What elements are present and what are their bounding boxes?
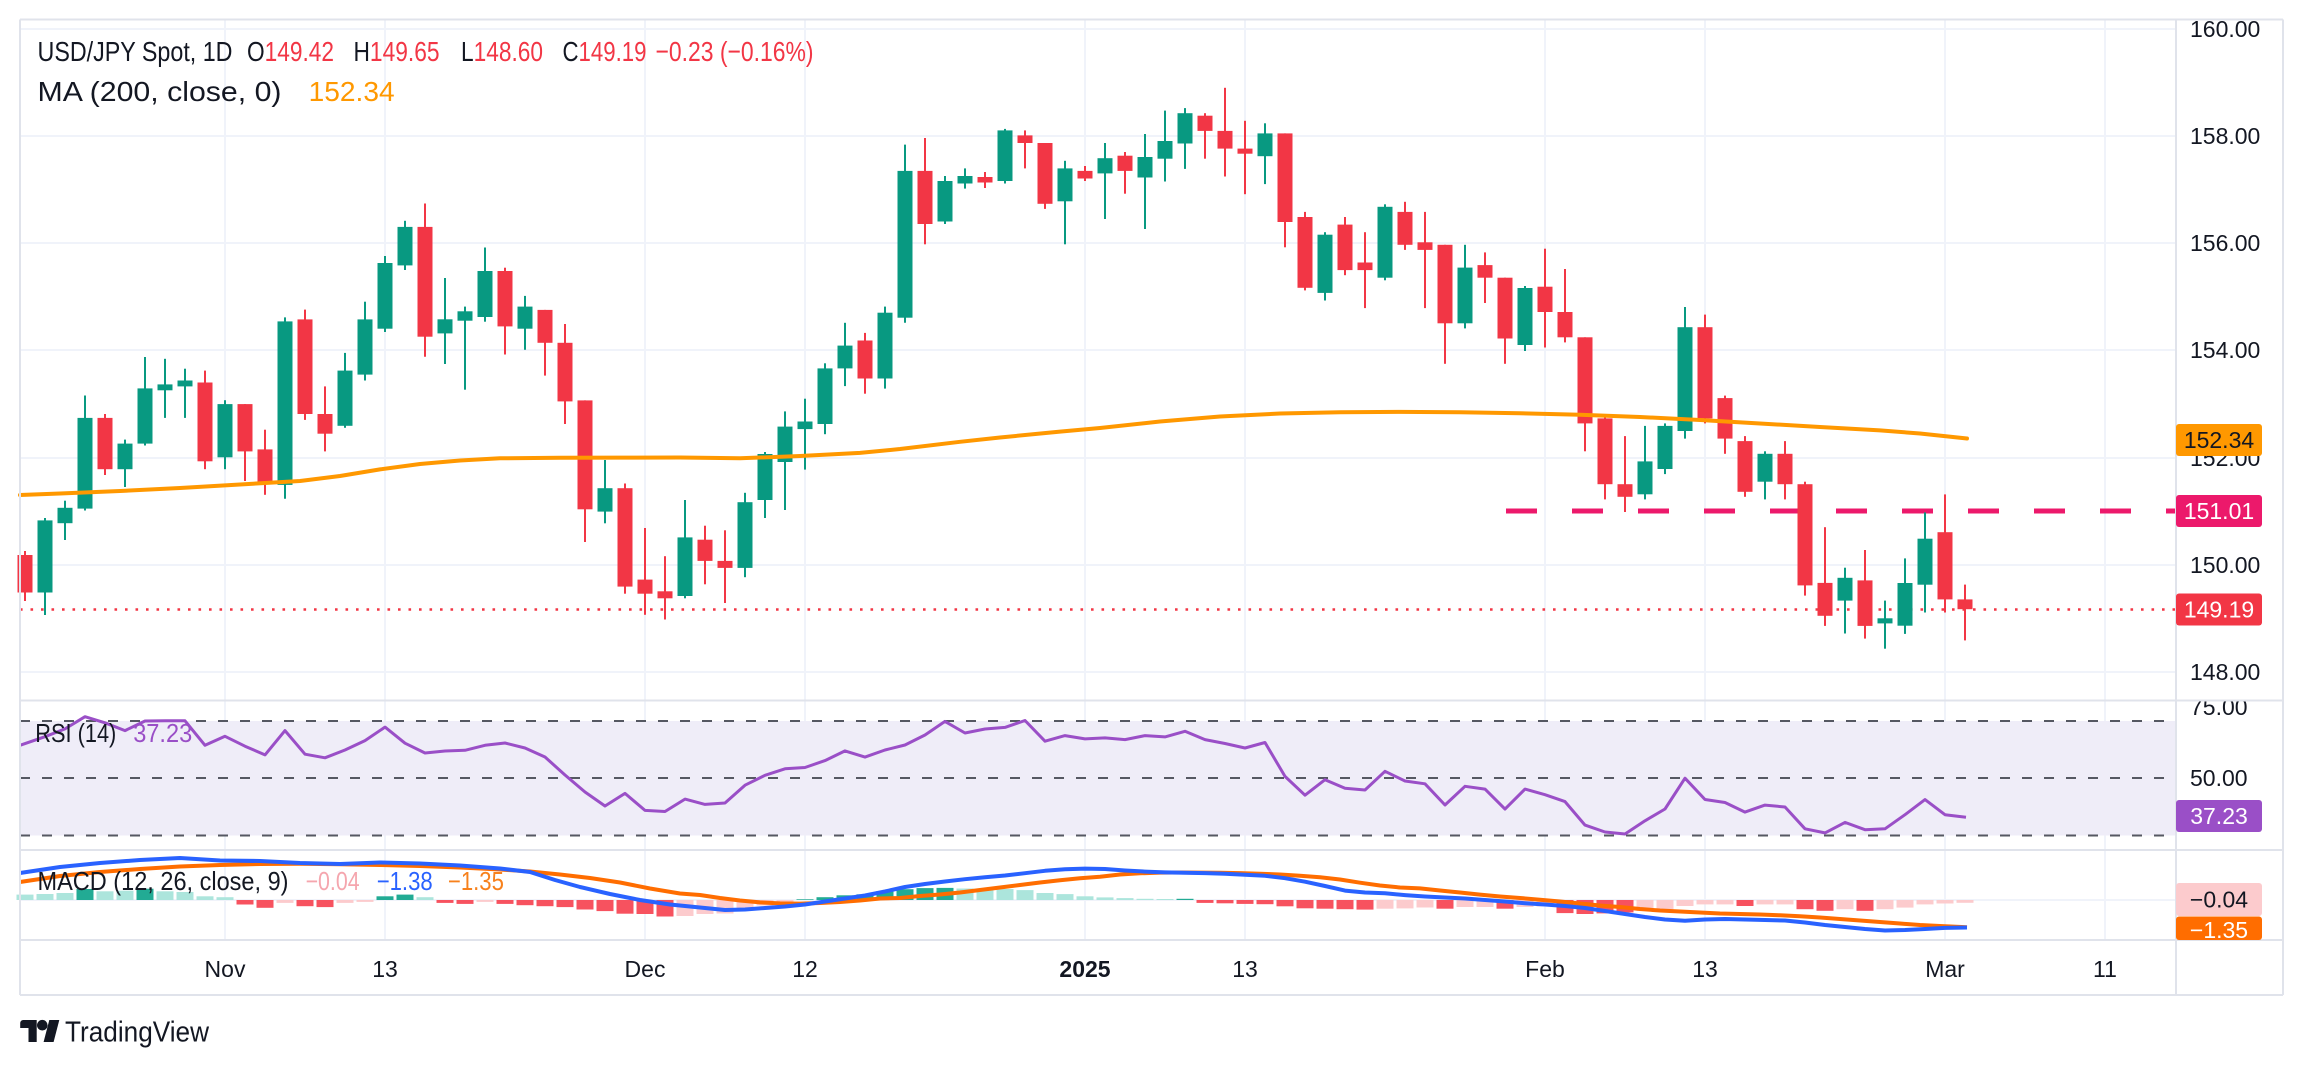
svg-text:12: 12 [792, 956, 818, 982]
svg-text:13: 13 [372, 956, 398, 982]
svg-text:−1.35: −1.35 [448, 866, 504, 896]
svg-text:−0.04: −0.04 [306, 866, 360, 896]
svg-text:154.00: 154.00 [2190, 337, 2260, 363]
svg-text:H149.65: H149.65 [354, 36, 440, 67]
svg-text:11: 11 [2093, 956, 2117, 982]
svg-text:148.00: 148.00 [2190, 659, 2260, 685]
svg-text:13: 13 [1232, 956, 1258, 982]
svg-text:C149.19: C149.19 [563, 36, 647, 67]
svg-text:−0.04: −0.04 [2190, 887, 2248, 913]
svg-text:TradingView: TradingView [65, 1017, 210, 1049]
svg-text:156.00: 156.00 [2190, 230, 2260, 256]
svg-text:RSI (14): RSI (14) [35, 718, 116, 748]
svg-text:2025: 2025 [1059, 956, 1110, 982]
svg-text:50.00: 50.00 [2190, 765, 2248, 791]
svg-text:−0.23 (−0.16%): −0.23 (−0.16%) [656, 36, 814, 67]
svg-text:152.34: 152.34 [309, 76, 395, 107]
svg-text:O149.42: O149.42 [247, 36, 334, 67]
svg-text:Nov: Nov [205, 956, 246, 982]
svg-text:MA (200, close, 0): MA (200, close, 0) [38, 76, 282, 107]
svg-text:MACD (12, 26, close, 9): MACD (12, 26, close, 9) [38, 866, 289, 896]
svg-text:37.23: 37.23 [133, 718, 192, 748]
svg-text:−1.35: −1.35 [2190, 917, 2248, 943]
svg-text:160.00: 160.00 [2190, 16, 2260, 42]
svg-text:152.34: 152.34 [2184, 427, 2255, 453]
svg-text:L148.60: L148.60 [461, 36, 543, 67]
svg-text:Mar: Mar [1925, 956, 1965, 982]
svg-text:150.00: 150.00 [2190, 552, 2260, 578]
svg-text:USD/JPY Spot, 1D: USD/JPY Spot, 1D [38, 36, 233, 67]
svg-text:75.00: 75.00 [2190, 694, 2248, 720]
svg-text:149.19: 149.19 [2184, 597, 2254, 623]
svg-text:Dec: Dec [625, 956, 666, 982]
svg-text:158.00: 158.00 [2190, 123, 2260, 149]
svg-text:−1.38: −1.38 [377, 866, 433, 896]
svg-text:Feb: Feb [1525, 956, 1565, 982]
svg-text:37.23: 37.23 [2190, 803, 2248, 829]
svg-text:13: 13 [1692, 956, 1718, 982]
svg-text:151.01: 151.01 [2184, 498, 2254, 524]
